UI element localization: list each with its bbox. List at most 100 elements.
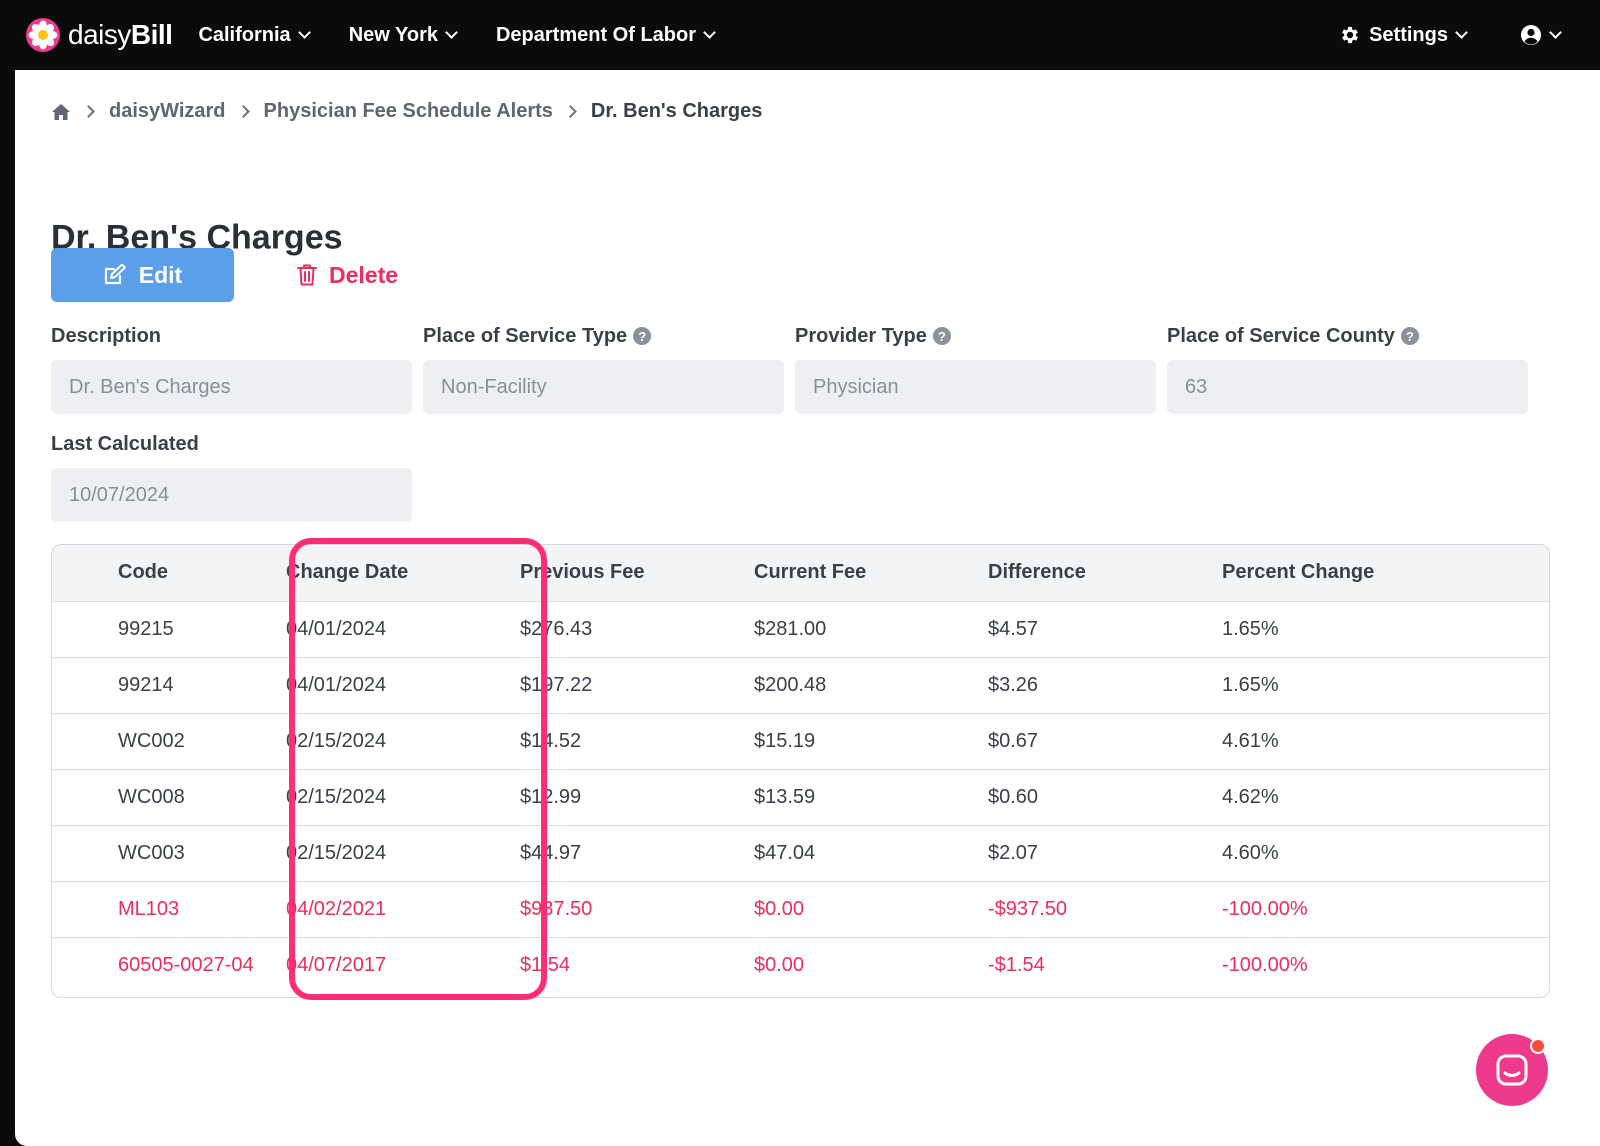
nav-menu: California New York Department Of Labor (198, 24, 754, 47)
table-row-negative: ML103 04/02/2021 $937.50 $0.00 -$937.50 … (52, 881, 1549, 937)
cell-change-date: 04/01/2024 (286, 617, 387, 640)
table-row: WC008 02/15/2024 $12.99 $13.59 $0.60 4.6… (52, 769, 1549, 825)
last-calculated-label: Last Calculated (51, 432, 199, 455)
fee-changes-grid: Code Change Date Previous Fee Current Fe… (52, 545, 1549, 993)
provider-type-label: Provider Type? (795, 322, 1156, 350)
cell-change-date: 02/15/2024 (286, 729, 387, 752)
brand-logo[interactable]: daisyBill (26, 18, 173, 52)
delete-button-label: Delete (329, 261, 399, 288)
place-of-service-county-input[interactable] (1167, 360, 1528, 414)
place-of-service-type-input[interactable] (423, 360, 784, 414)
cell-current-fee: $47.04 (754, 841, 816, 864)
chevron-down-icon (1549, 26, 1562, 39)
header-current-fee[interactable]: Current Fee (754, 561, 867, 584)
table-row: WC003 02/15/2024 $44.97 $47.04 $2.07 4.6… (52, 825, 1549, 881)
header-percent-change[interactable]: Percent Change (1222, 561, 1375, 584)
main-content: daisyWizard Physician Fee Schedule Alert… (15, 70, 1600, 1146)
settings-label: Settings (1369, 23, 1448, 46)
last-calculated-input[interactable] (51, 468, 412, 522)
table-row: 99215 04/01/2024 $276.43 $281.00 $4.57 1… (52, 601, 1549, 657)
nav-california[interactable]: California (198, 24, 311, 47)
cell-percent-change: 4.61% (1222, 729, 1279, 752)
trash-icon (297, 264, 317, 286)
description-label: Description (51, 324, 162, 347)
nav-right: Settings (1339, 24, 1600, 47)
breadcrumb-current: Dr. Ben's Charges (590, 100, 763, 122)
help-icon[interactable]: ? (932, 327, 951, 345)
cell-code: 60505-0027-04 (118, 953, 254, 976)
user-menu[interactable] (1520, 24, 1562, 46)
cell-current-fee: $281.00 (754, 617, 827, 640)
cell-change-date: 02/15/2024 (286, 785, 387, 808)
provider-type-input[interactable] (795, 360, 1156, 414)
table-row: 99214 04/01/2024 $197.22 $200.48 $3.26 1… (52, 657, 1549, 713)
cell-previous-fee: $14.52 (520, 729, 582, 752)
cell-difference: $2.07 (988, 841, 1039, 864)
nav-department-of-labor[interactable]: Department Of Labor (496, 24, 716, 47)
cell-percent-change: -100.00% (1222, 953, 1308, 976)
cell-previous-fee: $937.50 (520, 897, 593, 920)
cell-difference: $3.26 (988, 673, 1039, 696)
cell-previous-fee: $197.22 (520, 673, 593, 696)
chat-icon (1496, 1054, 1528, 1086)
table-header-row: Code Change Date Previous Fee Current Fe… (52, 545, 1549, 601)
header-difference[interactable]: Difference (988, 561, 1086, 584)
cell-code: WC002 (118, 729, 185, 752)
cell-percent-change: 1.65% (1222, 617, 1279, 640)
cell-previous-fee: $12.99 (520, 785, 582, 808)
table-body: 99215 04/01/2024 $276.43 $281.00 $4.57 1… (52, 601, 1549, 993)
cell-difference: $0.60 (988, 785, 1039, 808)
help-icon[interactable]: ? (1400, 327, 1419, 345)
header-previous-fee[interactable]: Previous Fee (520, 561, 645, 584)
cell-percent-change: 4.62% (1222, 785, 1279, 808)
edit-button[interactable]: Edit (51, 248, 234, 302)
cell-percent-change: 4.60% (1222, 841, 1279, 864)
chevron-down-icon (297, 26, 311, 39)
chevron-right-icon (236, 105, 250, 118)
cell-current-fee: $0.00 (754, 953, 805, 976)
place-of-service-type-label: Place of Service Type? (423, 322, 784, 350)
cell-code: 99215 (118, 617, 174, 640)
chevron-down-icon (445, 26, 458, 39)
description-field-group: Description (51, 322, 412, 414)
chat-launcher-button[interactable] (1476, 1034, 1548, 1106)
brand-name: daisyBill (68, 19, 173, 50)
top-navbar: daisyBill California New York Department… (0, 0, 1600, 70)
cell-change-date: 04/01/2024 (286, 673, 387, 696)
cell-current-fee: $0.00 (754, 897, 805, 920)
description-input[interactable] (51, 360, 412, 414)
cell-difference: $0.67 (988, 729, 1039, 752)
chevron-right-icon (564, 105, 577, 118)
cell-difference: $4.57 (988, 617, 1039, 640)
delete-button[interactable]: Delete (297, 248, 398, 302)
cell-previous-fee: $276.43 (520, 617, 593, 640)
user-circle-icon (1521, 25, 1541, 45)
header-change-date[interactable]: Change Date (286, 561, 409, 584)
provider-type-field-group: Provider Type? (795, 322, 1156, 414)
table-row: WC002 02/15/2024 $14.52 $15.19 $0.67 4.6… (52, 713, 1549, 769)
gear-icon (1342, 26, 1359, 44)
cell-code: WC008 (118, 785, 185, 808)
edit-button-label: Edit (138, 261, 183, 288)
cell-current-fee: $13.59 (754, 785, 816, 808)
edit-icon (104, 264, 126, 285)
chevron-down-icon (703, 26, 716, 39)
cell-code: ML103 (118, 897, 180, 920)
place-of-service-county-label: Place of Service County? (1167, 322, 1528, 350)
nav-new-york[interactable]: New York (349, 24, 458, 47)
cell-change-date: 04/02/2021 (286, 897, 387, 920)
cell-previous-fee: $1.54 (520, 953, 571, 976)
settings-menu[interactable]: Settings (1339, 23, 1468, 47)
table-row-negative: 60505-0027-04 04/07/2017 $1.54 $0.00 -$1… (52, 937, 1549, 993)
header-code[interactable]: Code (118, 561, 168, 584)
place-of-service-county-field-group: Place of Service County? (1167, 322, 1528, 414)
breadcrumb-fee-schedule-alerts[interactable]: Physician Fee Schedule Alerts (263, 100, 553, 122)
breadcrumb-daisywizard[interactable]: daisyWizard (109, 100, 226, 122)
home-icon[interactable] (51, 103, 71, 121)
cell-change-date: 02/15/2024 (286, 841, 387, 864)
chevron-right-icon (82, 105, 95, 118)
help-icon[interactable]: ? (633, 327, 652, 345)
fee-changes-table: Code Change Date Previous Fee Current Fe… (51, 544, 1550, 998)
cell-previous-fee: $44.97 (520, 841, 582, 864)
table-header: Code Change Date Previous Fee Current Fe… (52, 545, 1549, 601)
